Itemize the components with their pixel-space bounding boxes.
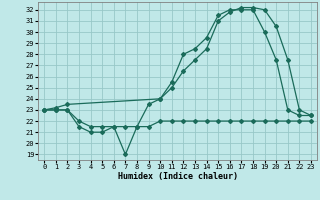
X-axis label: Humidex (Indice chaleur): Humidex (Indice chaleur): [118, 172, 238, 181]
